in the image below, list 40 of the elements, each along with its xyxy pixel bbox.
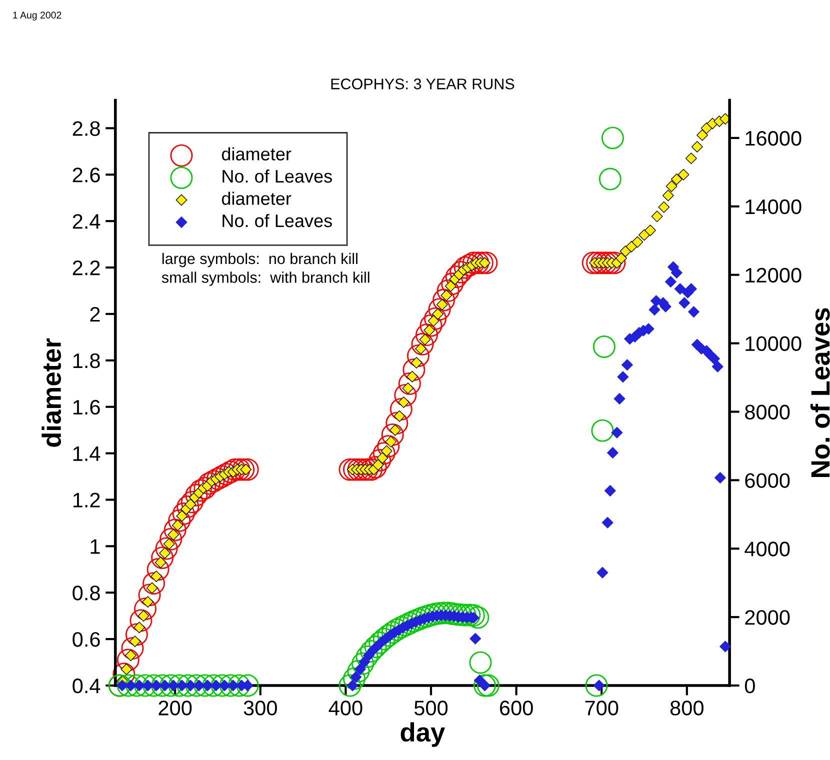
- x-tick-label: 700: [585, 700, 618, 716]
- y-tick-label: 0.6: [72, 632, 100, 647]
- y-tick-label: 1.8: [73, 353, 100, 368]
- x-tick-label: 300: [244, 700, 277, 716]
- y-tick-label: 2.8: [72, 121, 100, 136]
- y-tick-label: 2: [90, 306, 100, 322]
- y2-tick-label: 14000: [746, 199, 802, 214]
- y-tick-label: 2.4: [72, 214, 100, 229]
- y2-tick-label: 6000: [745, 473, 790, 488]
- y2-tick-label: 4000: [744, 542, 790, 556]
- y-tick-label: 1.4: [73, 446, 100, 461]
- y-tick-label: 1.2: [73, 492, 100, 508]
- annotation: small symbols: with branch kill: [162, 272, 370, 286]
- x-tick-label: 400: [328, 700, 362, 716]
- y2-tick-label: 8000: [745, 404, 790, 420]
- legend-label: No. of Leaves: [222, 169, 332, 183]
- x-tick-label: 200: [158, 700, 192, 716]
- x-tick-label: 800: [670, 700, 704, 716]
- legend-label: diameter: [222, 192, 292, 205]
- y2-tick-label: 0: [744, 678, 755, 694]
- y2-axis-title: No. of Leaves: [810, 308, 830, 477]
- x-tick-label: 600: [500, 700, 533, 716]
- legend-label: No. of Leaves: [222, 214, 332, 228]
- y-tick-label: 1: [90, 539, 100, 554]
- annotation: large symbols: no branch kill: [162, 252, 358, 268]
- x-tick-label: 500: [414, 700, 448, 716]
- y2-tick-label: 2000: [745, 610, 790, 625]
- y-tick-label: 1.6: [73, 400, 100, 415]
- legend-label: diameter: [222, 147, 292, 160]
- y-tick-label: 2.2: [72, 260, 100, 276]
- y-tick-label: 0.8: [72, 586, 100, 600]
- x-axis-title: day: [400, 722, 446, 747]
- y-axis-title: diameter: [42, 338, 62, 447]
- text: 1 Aug 2002: [13, 12, 62, 20]
- y2-tick-label: 12000: [746, 268, 802, 283]
- y-tick-label: 2.6: [72, 168, 100, 182]
- y2-tick-label: 16000: [746, 130, 802, 146]
- chart-title: ECOPHYS: 3 YEAR RUNS: [331, 78, 514, 90]
- y-tick-label: 0.4: [72, 678, 100, 694]
- y2-tick-label: 10000: [746, 336, 802, 352]
